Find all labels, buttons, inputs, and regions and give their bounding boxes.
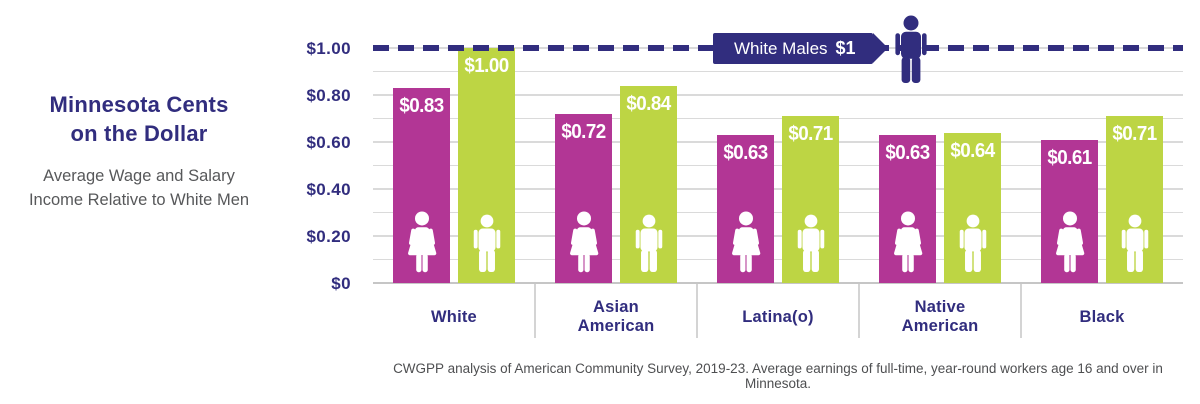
category-group-white: $0.83 $1.00 White	[373, 48, 535, 326]
chart-title-line1: Minnesota Cents	[49, 92, 229, 117]
gridline	[373, 235, 1183, 237]
bar-value-label: $0.71	[1112, 123, 1157, 146]
female-figure-icon	[401, 211, 443, 274]
y-axis-tick-label: $1.00	[306, 39, 351, 58]
category-label: Black	[1021, 297, 1183, 337]
chart-subtitle: Average Wage and Salary Income Relative …	[4, 164, 274, 212]
category-divider	[858, 284, 860, 338]
y-axis-tick-label: $0	[331, 274, 351, 293]
category-label-line: Asian	[593, 298, 639, 316]
chart-title-block: Minnesota Cents on the Dollar Average Wa…	[4, 90, 274, 212]
bar-white-men: $1.00	[458, 48, 515, 283]
bar-value-label: $0.84	[626, 92, 671, 115]
gridline	[373, 117, 1183, 120]
bar-value-label: $0.83	[399, 94, 444, 117]
category-divider	[534, 284, 536, 338]
male-figure-icon	[632, 214, 666, 274]
gridline	[373, 141, 1183, 143]
bar-value-label: $1.00	[464, 55, 509, 77]
category-group-black: $0.61 $0.71 Black	[1021, 48, 1183, 326]
bar-value-label: $0.64	[950, 139, 995, 162]
bar-value-label: $0.61	[1047, 146, 1092, 169]
category-label-line: Latina(o)	[742, 307, 814, 326]
category-divider	[1020, 284, 1022, 338]
category-label-line: White	[431, 307, 477, 326]
female-figure-icon	[563, 211, 605, 274]
y-axis: $1.00 $0.80 $0.60 $0.40 $0.20 $0	[280, 39, 362, 293]
reference-flag-value: $1	[835, 38, 856, 58]
x-axis-line	[373, 282, 1183, 284]
white-males-figure-icon	[891, 15, 931, 85]
category-group-native-american: $0.63 $0.64 Native American	[859, 48, 1021, 335]
bar-native-american-women: $0.63	[879, 134, 936, 283]
female-figure-icon	[725, 211, 767, 274]
category-label-line: American	[577, 317, 655, 335]
bar-value-label: $0.63	[723, 141, 768, 164]
bar-value-label: $0.63	[885, 141, 930, 164]
male-figure-icon	[794, 214, 828, 274]
male-figure-icon	[470, 214, 504, 274]
y-axis-tick-label: $0.60	[306, 133, 351, 152]
gridline	[373, 188, 1183, 190]
male-figure-icon	[1118, 214, 1152, 274]
female-figure-icon	[1049, 211, 1091, 274]
bar-latina-o-men: $0.71	[782, 116, 839, 283]
flag-arrow-icon	[873, 33, 888, 63]
chart-subtitle-line1: Average Wage and Salary	[43, 167, 235, 185]
male-figure-icon	[956, 214, 990, 274]
bar-black-men: $0.71	[1106, 116, 1163, 283]
chart-subtitle-line2: Income Relative to White Men	[28, 191, 250, 209]
gridline	[373, 94, 1183, 96]
gridline	[373, 258, 1183, 261]
category-label-line: Native	[914, 298, 966, 316]
gridline	[373, 70, 1183, 73]
bar-native-american-men: $0.64	[944, 132, 1001, 283]
reference-flag-label: White Males	[734, 38, 828, 58]
chart-title: Minnesota Cents on the Dollar	[4, 90, 274, 148]
reference-flag: White Males $1	[713, 33, 888, 64]
bar-latina-o-women: $0.63	[717, 134, 774, 283]
bar-white-women: $0.83	[393, 87, 450, 283]
gridline	[373, 211, 1183, 214]
source-note: CWGPP analysis of American Community Sur…	[393, 361, 1163, 391]
y-axis-tick-label: $0.20	[306, 227, 351, 246]
chart-title-line2: on the Dollar	[70, 121, 208, 146]
category-label: Latina(o)	[697, 297, 859, 337]
category-divider	[696, 284, 698, 338]
category-group-latina-o: $0.63 $0.71 Latina(o)	[697, 48, 859, 326]
category-group-asian-american: $0.72 $0.84 Asian American	[535, 48, 697, 335]
bar-value-label: $0.71	[788, 123, 833, 146]
bar-asian-american-men: $0.84	[620, 85, 677, 283]
category-label: White	[373, 297, 535, 337]
female-figure-icon	[887, 211, 929, 274]
bar-black-women: $0.61	[1041, 139, 1098, 283]
plot-area: $0.83 $1.00 White $0.72 $0.84 Asian American $0…	[373, 48, 1183, 338]
bar-value-label: $0.72	[561, 120, 606, 143]
category-label-line: Black	[1079, 307, 1125, 326]
y-axis-tick-label: $0.40	[306, 180, 351, 199]
gridline	[373, 164, 1183, 167]
category-label: Asian American	[535, 297, 697, 337]
category-label-line: American	[901, 317, 979, 335]
category-label: Native American	[859, 297, 1021, 337]
bar-asian-american-women: $0.72	[555, 113, 612, 283]
y-axis-tick-label: $0.80	[306, 86, 351, 105]
